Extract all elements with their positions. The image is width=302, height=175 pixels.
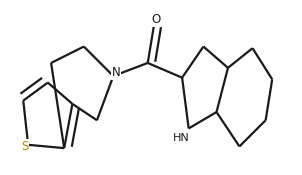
Text: S: S: [21, 140, 29, 153]
Text: O: O: [151, 13, 161, 26]
Text: N: N: [111, 66, 120, 79]
Text: HN: HN: [173, 133, 190, 143]
